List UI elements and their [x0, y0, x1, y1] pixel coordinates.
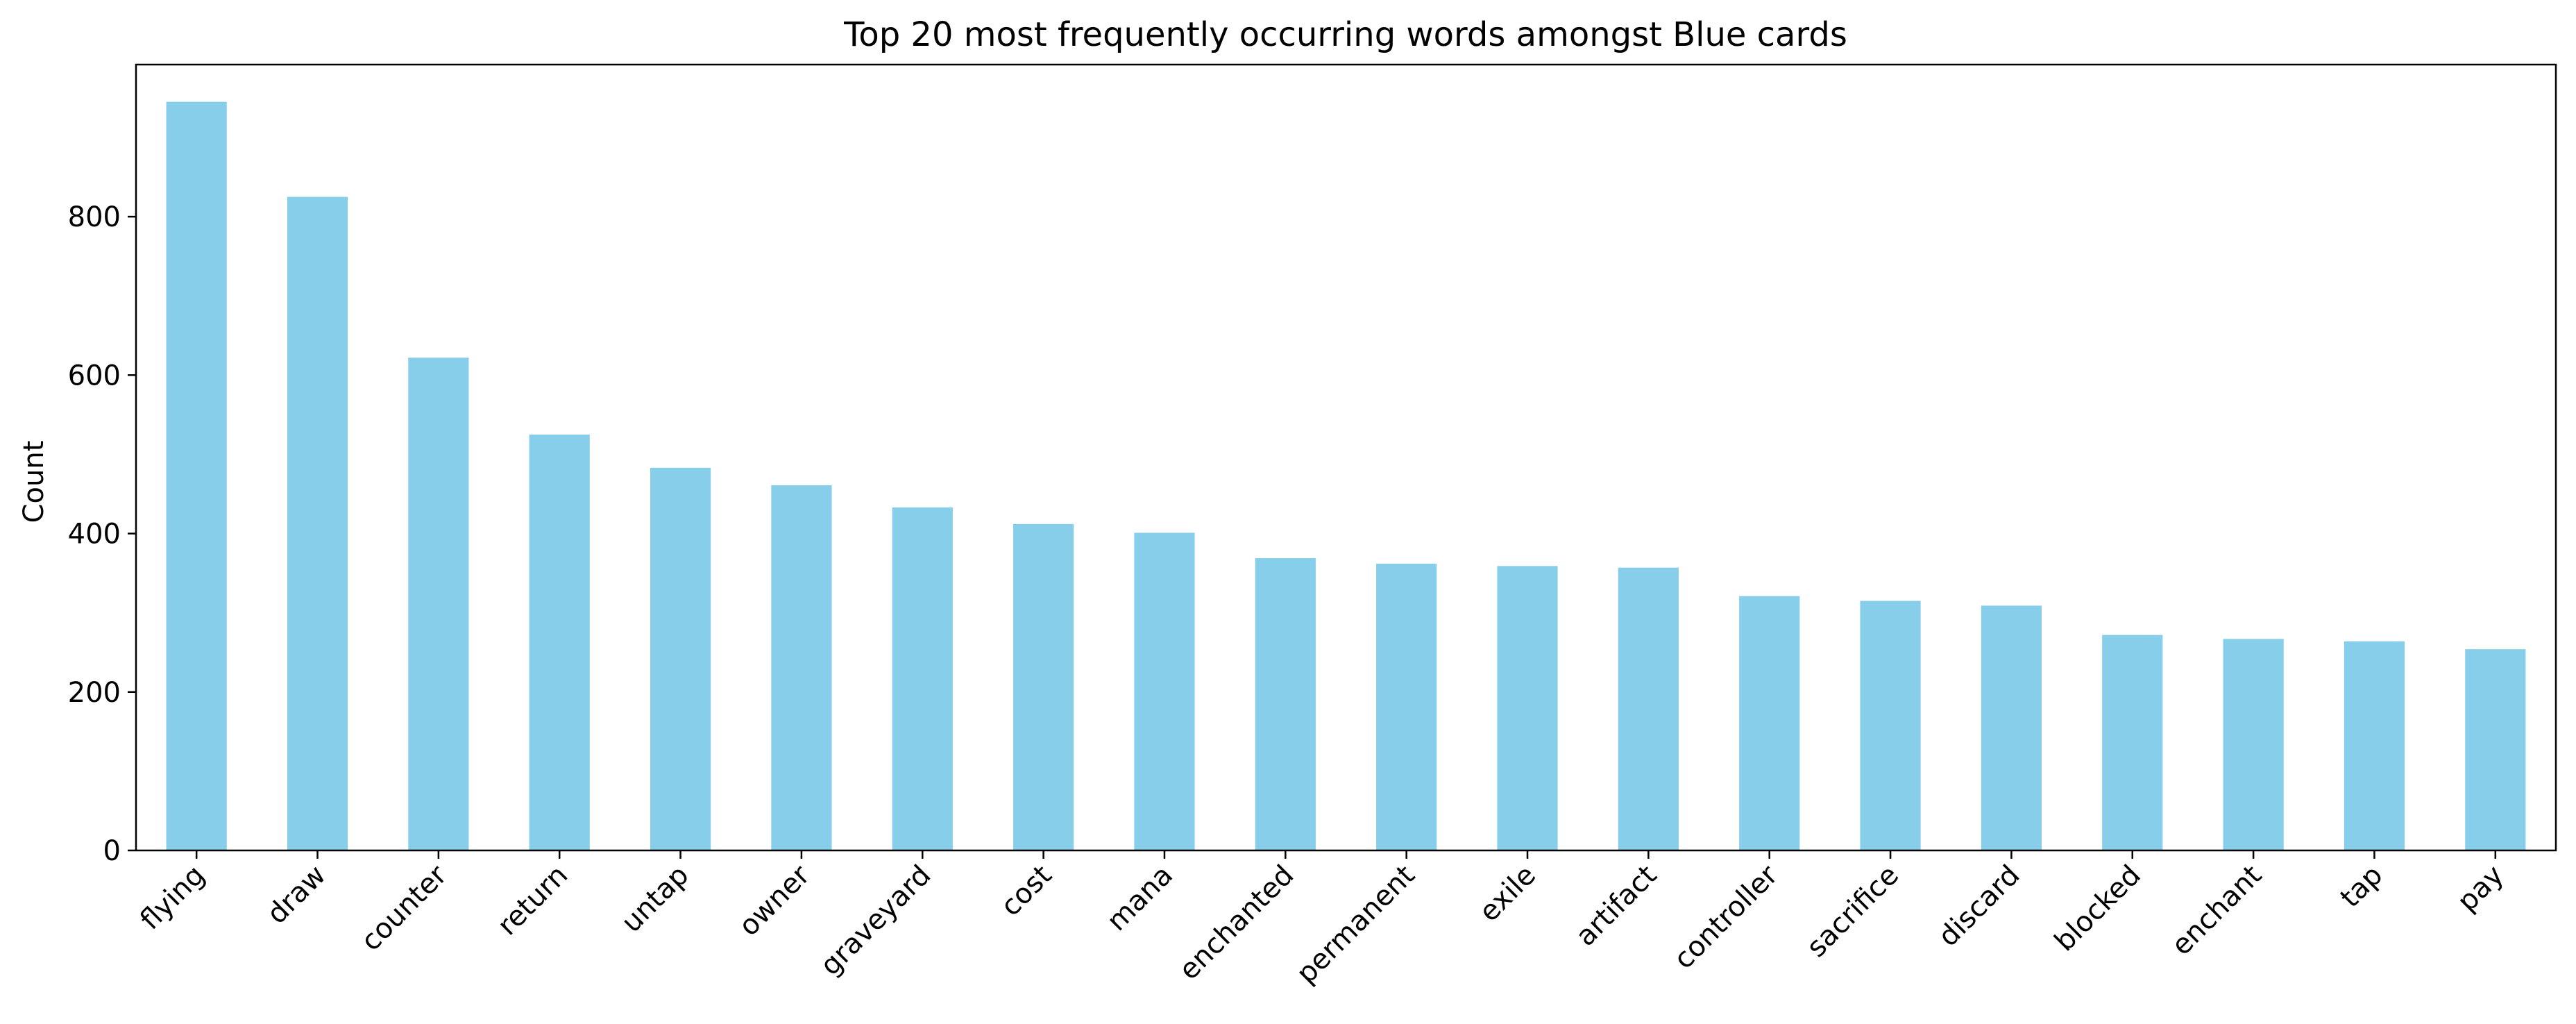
- x-tick-label: blocked: [2049, 859, 2147, 958]
- bar-sacrifice: [1860, 601, 1921, 850]
- x-tick-label: pay: [2451, 859, 2510, 918]
- x-tick-label: owner: [733, 859, 816, 942]
- bar-exile: [1497, 566, 1558, 850]
- x-tick-label: draw: [261, 859, 332, 931]
- x-tick-label: graveyard: [815, 859, 938, 982]
- plot-frame: [135, 63, 2557, 852]
- bar-graveyard: [892, 507, 953, 850]
- bar-return: [529, 434, 590, 850]
- y-tick-label: 600: [68, 360, 121, 392]
- bar-enchant: [2223, 639, 2284, 850]
- bar-tap: [2344, 641, 2405, 850]
- x-tick-label: tap: [2334, 859, 2389, 914]
- y-axis-label: Count: [18, 441, 50, 523]
- x-tick-label: sacrifice: [1801, 859, 1905, 964]
- bar-pay: [2465, 649, 2526, 850]
- bar-untap: [650, 467, 711, 850]
- x-tick-label: permanent: [1291, 859, 1421, 990]
- bar-controller: [1739, 596, 1800, 850]
- bar-permanent: [1376, 563, 1437, 850]
- x-tick-label: discard: [1932, 859, 2026, 953]
- bar-discard: [1981, 605, 2042, 850]
- x-axis-ticks: flying draw counter return untap ownergraveya…: [134, 850, 2510, 990]
- bar-draw: [287, 196, 348, 850]
- bars-group: [166, 101, 2526, 851]
- x-tick-label: enchanted: [1173, 859, 1300, 987]
- bar-counter: [408, 358, 469, 850]
- bar-artifact: [1618, 567, 1679, 850]
- x-tick-label: artifact: [1570, 859, 1663, 952]
- bar-flying: [166, 101, 227, 851]
- y-tick-label: 0: [103, 835, 121, 867]
- x-tick-label: counter: [355, 859, 454, 957]
- y-tick-label: 400: [68, 519, 121, 551]
- bar-blocked: [2102, 635, 2163, 850]
- x-tick-label: flying: [134, 859, 211, 937]
- x-tick-label: return: [491, 859, 574, 942]
- bar-enchanted: [1255, 557, 1316, 850]
- x-tick-label: mana: [1101, 859, 1179, 938]
- y-tick-label: 200: [68, 677, 121, 709]
- bar-owner: [771, 485, 832, 850]
- x-tick-label: untap: [616, 859, 695, 939]
- x-tick-label: enchant: [2166, 859, 2269, 962]
- x-tick-label: controller: [1668, 859, 1784, 975]
- x-tick-label: exile: [1473, 859, 1542, 928]
- bar-cost: [1013, 523, 1074, 850]
- bar-mana: [1134, 532, 1195, 850]
- chart-title: Top 20 most frequently occurring words a…: [843, 15, 1847, 54]
- y-tick-label: 800: [68, 201, 121, 233]
- y-axis-ticks: 0 200 400 600 800: [68, 201, 136, 867]
- x-tick-label: cost: [994, 859, 1058, 923]
